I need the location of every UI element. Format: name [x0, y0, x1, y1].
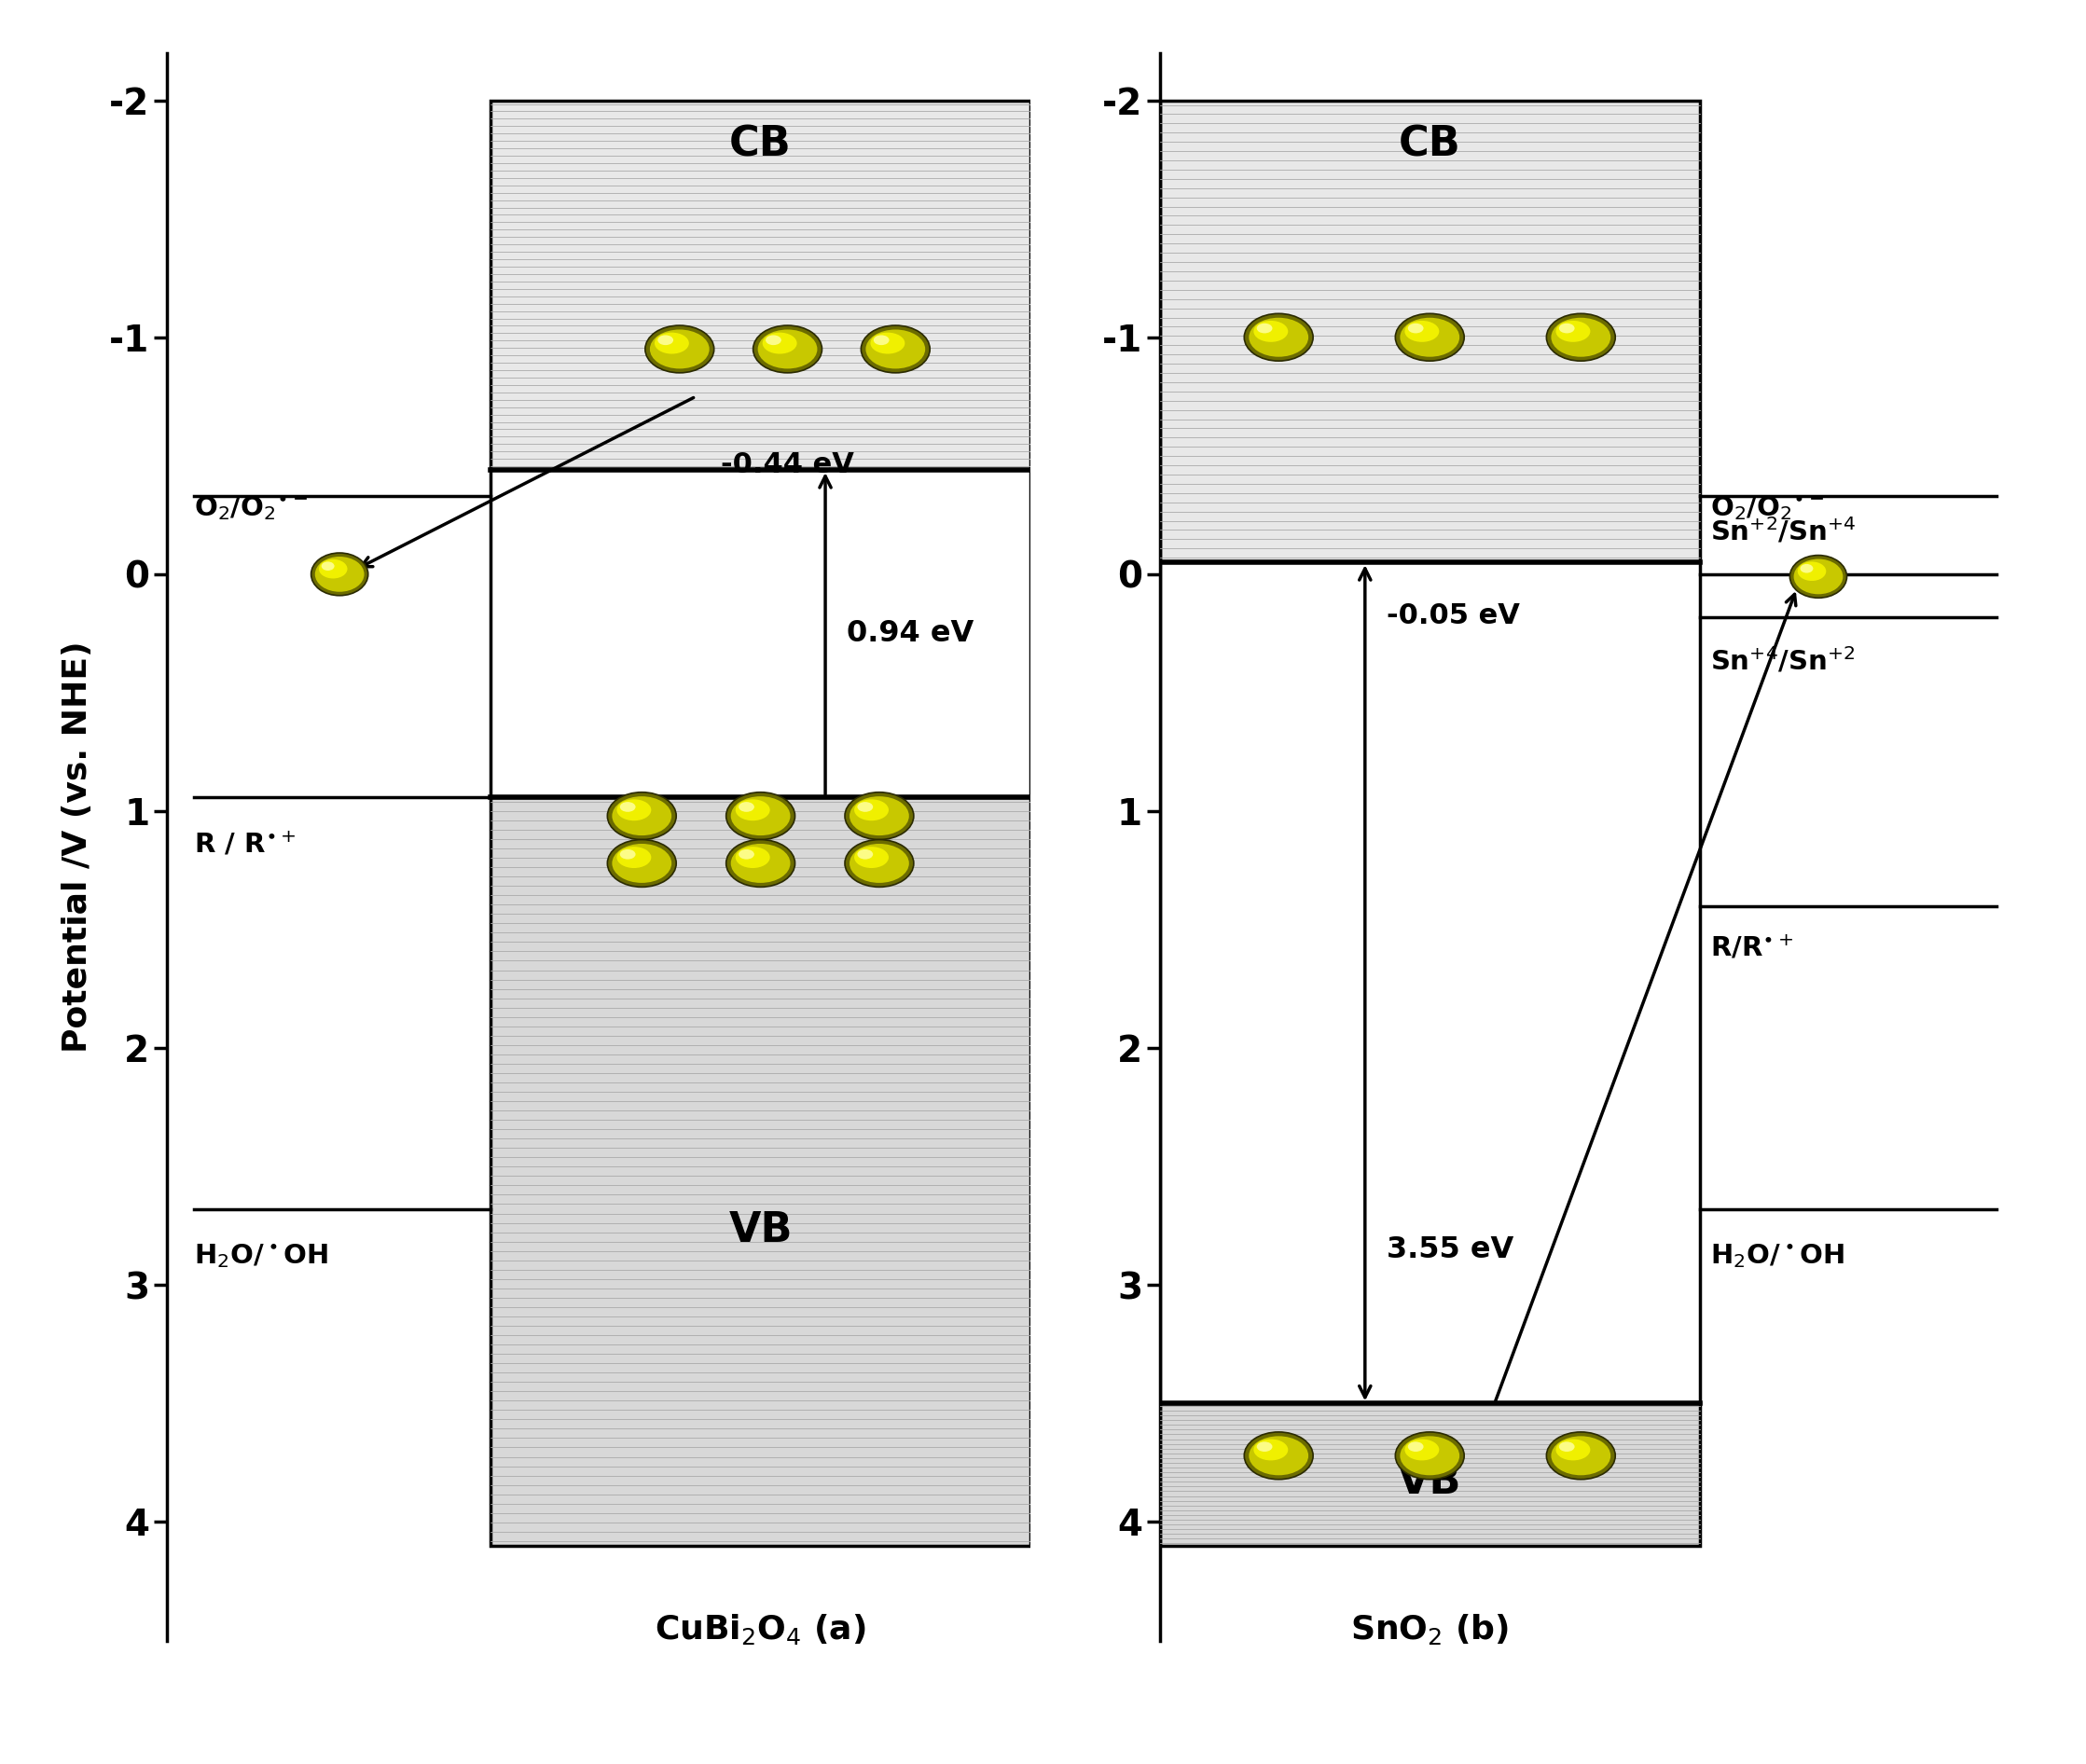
- Text: Sn$^{+4}$/Sn$^{+2}$: Sn$^{+4}$/Sn$^{+2}$: [1711, 646, 1854, 676]
- Ellipse shape: [849, 843, 909, 882]
- Text: H$_2$O/$^\bullet$OH: H$_2$O/$^\bullet$OH: [194, 1242, 328, 1270]
- Ellipse shape: [1400, 318, 1460, 356]
- Ellipse shape: [1408, 1441, 1423, 1452]
- Bar: [1160, 101, 1700, 563]
- Ellipse shape: [1400, 1436, 1460, 1475]
- Ellipse shape: [1243, 1432, 1312, 1480]
- Ellipse shape: [1558, 323, 1575, 333]
- Text: -0.44 eV: -0.44 eV: [722, 452, 853, 478]
- Ellipse shape: [763, 333, 797, 355]
- Ellipse shape: [766, 335, 782, 346]
- Ellipse shape: [753, 325, 822, 372]
- Bar: [490, 101, 1030, 469]
- Ellipse shape: [1250, 1436, 1308, 1475]
- Ellipse shape: [726, 792, 795, 840]
- Ellipse shape: [736, 799, 770, 820]
- Ellipse shape: [321, 561, 334, 570]
- Text: CB: CB: [1398, 123, 1460, 164]
- Bar: [1160, 1404, 1700, 1545]
- Text: O$_2$/O$_2$$^{\bullet-}$: O$_2$/O$_2$$^{\bullet-}$: [194, 494, 309, 522]
- Ellipse shape: [1798, 561, 1825, 580]
- Ellipse shape: [657, 335, 674, 346]
- Ellipse shape: [645, 325, 713, 372]
- Ellipse shape: [736, 847, 770, 868]
- Text: -0.05 eV: -0.05 eV: [1387, 603, 1521, 630]
- Ellipse shape: [1254, 1439, 1287, 1461]
- Text: 3.55 eV: 3.55 eV: [1387, 1235, 1514, 1265]
- Ellipse shape: [862, 325, 930, 372]
- Ellipse shape: [855, 847, 889, 868]
- Text: Sn$^{+2}$/Sn$^{+4}$: Sn$^{+2}$/Sn$^{+4}$: [1711, 517, 1857, 545]
- Ellipse shape: [611, 796, 672, 836]
- Ellipse shape: [655, 333, 688, 355]
- Ellipse shape: [611, 843, 672, 882]
- Text: R/R$^{\bullet+}$: R/R$^{\bullet+}$: [1711, 935, 1794, 961]
- Ellipse shape: [1250, 318, 1308, 356]
- Ellipse shape: [607, 792, 676, 840]
- Ellipse shape: [1546, 314, 1615, 362]
- Ellipse shape: [857, 848, 874, 859]
- Ellipse shape: [315, 557, 365, 591]
- Ellipse shape: [311, 552, 367, 596]
- Ellipse shape: [855, 799, 889, 820]
- Text: VB: VB: [1398, 1462, 1462, 1501]
- Ellipse shape: [730, 843, 791, 882]
- Ellipse shape: [845, 840, 914, 887]
- Ellipse shape: [738, 803, 755, 811]
- Ellipse shape: [1546, 1432, 1615, 1480]
- Ellipse shape: [866, 330, 926, 369]
- Text: VB: VB: [728, 1210, 793, 1251]
- Ellipse shape: [1556, 321, 1590, 342]
- Ellipse shape: [1254, 321, 1287, 342]
- Ellipse shape: [738, 848, 755, 859]
- Ellipse shape: [1800, 564, 1813, 573]
- Text: R / R$^{\bullet+}$: R / R$^{\bullet+}$: [194, 831, 296, 857]
- Ellipse shape: [620, 803, 636, 811]
- Ellipse shape: [730, 796, 791, 836]
- Ellipse shape: [1556, 1439, 1590, 1461]
- Ellipse shape: [849, 796, 909, 836]
- Ellipse shape: [1552, 318, 1610, 356]
- Text: CuBi$_2$O$_4$ (a): CuBi$_2$O$_4$ (a): [655, 1612, 866, 1646]
- Ellipse shape: [1794, 559, 1842, 594]
- Ellipse shape: [857, 803, 874, 811]
- Bar: [490, 797, 1030, 1545]
- Ellipse shape: [319, 559, 348, 579]
- Ellipse shape: [607, 840, 676, 887]
- Y-axis label: Potential /V (vs. NHE): Potential /V (vs. NHE): [63, 640, 94, 1053]
- Ellipse shape: [1404, 321, 1439, 342]
- Text: CB: CB: [730, 123, 793, 164]
- Ellipse shape: [1256, 323, 1272, 333]
- Ellipse shape: [874, 335, 889, 346]
- Ellipse shape: [1558, 1441, 1575, 1452]
- Ellipse shape: [726, 840, 795, 887]
- Ellipse shape: [620, 848, 636, 859]
- Ellipse shape: [1404, 1439, 1439, 1461]
- Ellipse shape: [1552, 1436, 1610, 1475]
- Ellipse shape: [651, 330, 709, 369]
- Ellipse shape: [1396, 1432, 1464, 1480]
- Bar: [1160, 563, 1700, 1404]
- Ellipse shape: [757, 330, 818, 369]
- Text: 0.94 eV: 0.94 eV: [847, 619, 974, 647]
- Text: H$_2$O/$^\bullet$OH: H$_2$O/$^\bullet$OH: [1711, 1242, 1844, 1270]
- Bar: [490, 469, 1030, 797]
- Ellipse shape: [1396, 314, 1464, 362]
- Text: O$_2$/O$_2$$^{\bullet-}$: O$_2$/O$_2$$^{\bullet-}$: [1711, 494, 1825, 522]
- Ellipse shape: [1408, 323, 1423, 333]
- Ellipse shape: [617, 799, 651, 820]
- Ellipse shape: [617, 847, 651, 868]
- Ellipse shape: [845, 792, 914, 840]
- Ellipse shape: [1243, 314, 1312, 362]
- Ellipse shape: [1790, 556, 1846, 598]
- Ellipse shape: [870, 333, 905, 355]
- Ellipse shape: [1256, 1441, 1272, 1452]
- Text: SnO$_2$ (b): SnO$_2$ (b): [1350, 1612, 1508, 1646]
